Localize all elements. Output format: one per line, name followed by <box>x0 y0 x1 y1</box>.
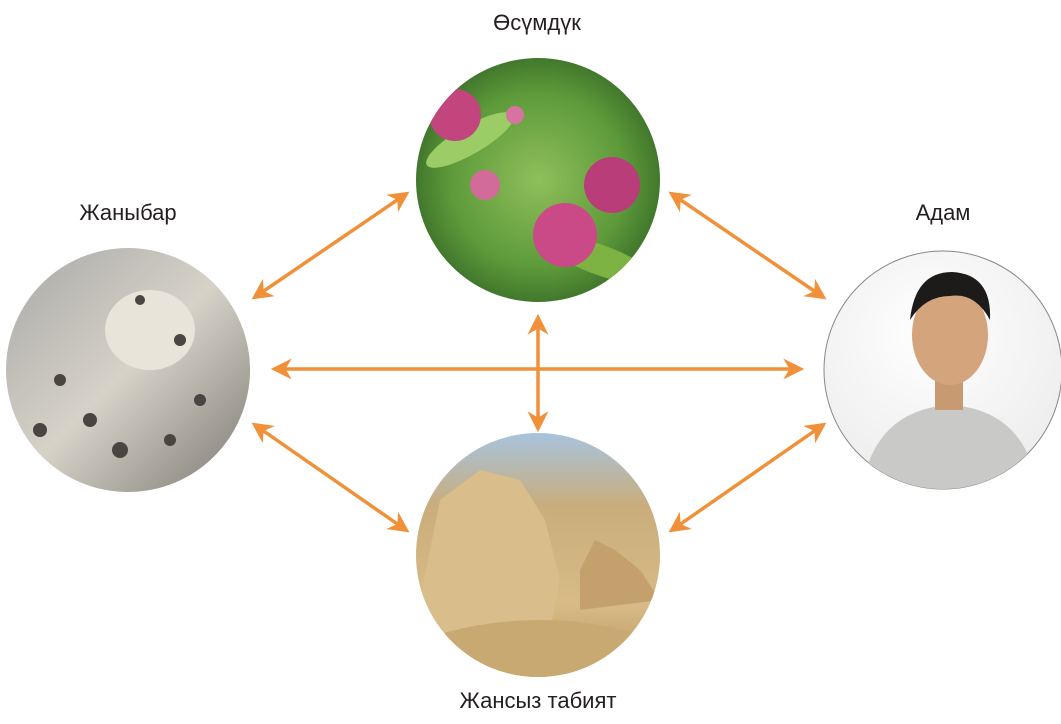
node-label: Адам <box>916 200 971 225</box>
arrow <box>255 425 406 530</box>
animal-image <box>6 248 250 492</box>
plant-image <box>416 58 662 302</box>
human-image <box>824 251 1061 500</box>
nonliving-image <box>416 433 660 680</box>
arrow <box>672 425 823 530</box>
node-label: Жансыз табият <box>460 688 617 713</box>
arrow <box>672 194 823 297</box>
node-label: Өсүмдүк <box>493 10 581 35</box>
node-label: Жаныбар <box>79 200 176 225</box>
arrow <box>255 194 406 297</box>
diagram: Өсүмдүк Жаныбар Адам Жансыз табият <box>0 0 1061 724</box>
